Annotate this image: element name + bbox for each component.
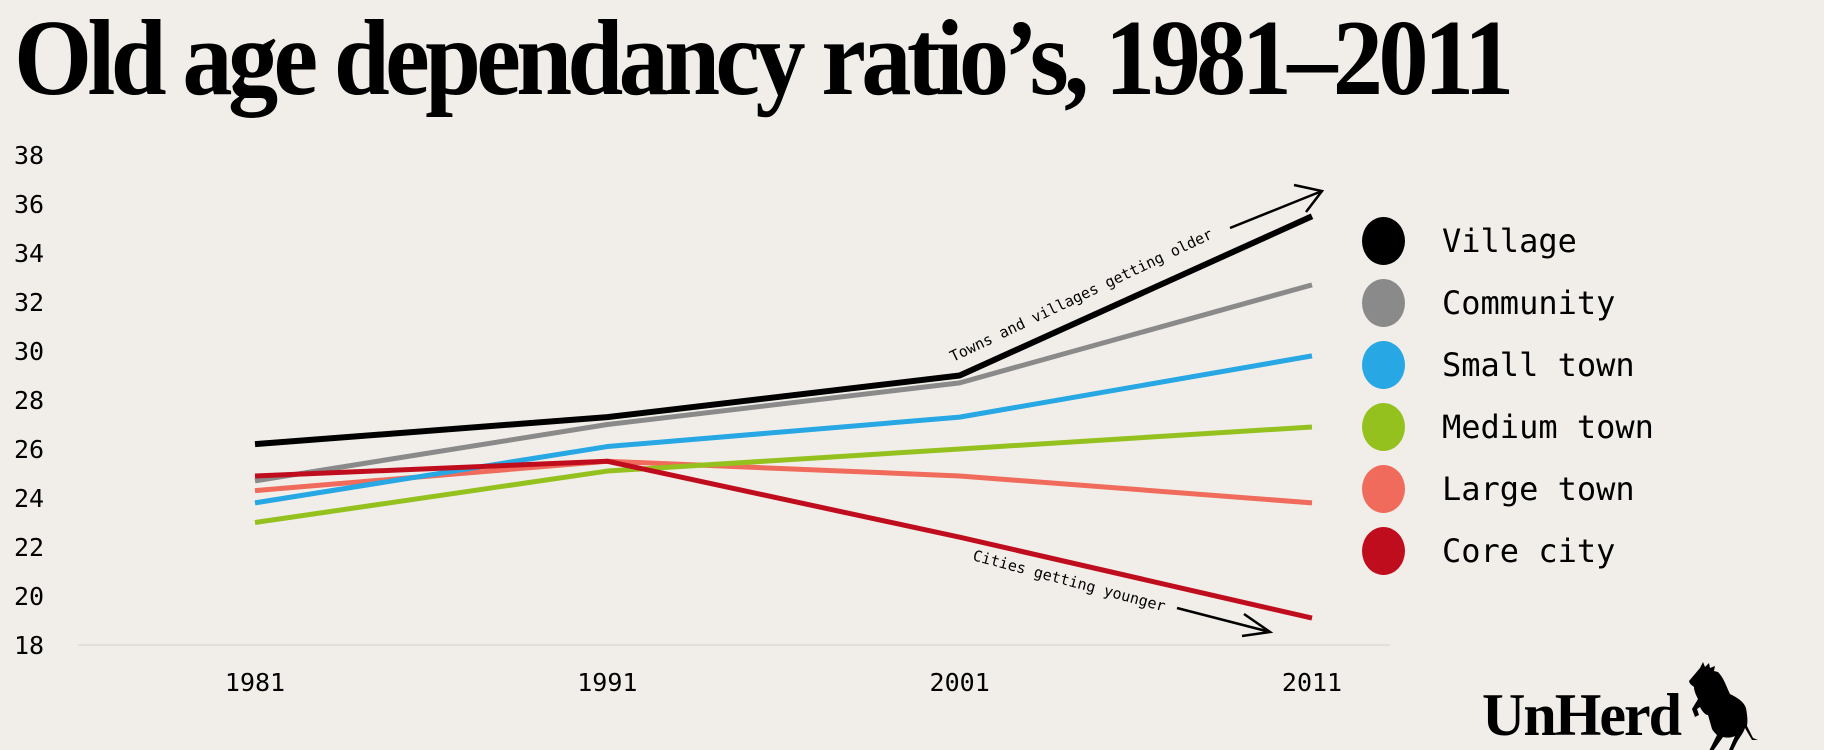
y-tick-label: 26	[14, 435, 44, 464]
logo-text: UnHerd	[1482, 682, 1682, 748]
y-tick-label: 18	[14, 631, 44, 660]
legend-dot-icon	[1362, 279, 1405, 327]
legend-dot-icon	[1362, 403, 1405, 451]
x-axis: 1981 1991 2001 2011	[225, 668, 1342, 697]
x-tick-label: 1991	[577, 668, 637, 697]
x-tick-label: 2001	[930, 668, 990, 697]
legend-label: Medium town	[1442, 408, 1654, 446]
series-line-medium-town	[254, 424, 1313, 525]
series-line-village	[254, 213, 1314, 448]
legend-item: Small town	[1362, 334, 1654, 396]
y-tick-label: 24	[14, 484, 44, 513]
y-axis: 38 36 34 32 30 28 26 24 22 20 18	[14, 141, 44, 660]
series-lines	[254, 213, 1314, 621]
legend-label: Small town	[1442, 346, 1635, 384]
series-line-core-city	[254, 458, 1313, 621]
legend-label: Large town	[1442, 470, 1635, 508]
legend-item: Medium town	[1362, 396, 1654, 458]
legend-dot-icon	[1362, 217, 1405, 265]
y-tick-label: 30	[14, 337, 44, 366]
legend-label: Community	[1442, 284, 1616, 322]
legend: Village Community Small town Medium town Lar…	[1362, 210, 1654, 582]
y-tick-label: 34	[14, 239, 44, 268]
legend-label: Core city	[1442, 532, 1616, 570]
y-tick-label: 36	[14, 190, 44, 219]
annotation-younger: Cities getting younger	[971, 546, 1168, 615]
arrow-younger-icon	[1176, 606, 1274, 638]
legend-item: Village	[1362, 210, 1654, 272]
x-tick-label: 1981	[225, 668, 285, 697]
legend-dot-icon	[1362, 527, 1405, 575]
y-tick-label: 32	[14, 288, 44, 317]
unherd-logo: UnHerd	[1482, 660, 1758, 750]
legend-dot-icon	[1362, 341, 1405, 389]
arrow-older-icon	[1229, 183, 1325, 230]
cow-icon	[1689, 662, 1758, 750]
legend-dot-icon	[1362, 465, 1405, 513]
legend-item: Community	[1362, 272, 1654, 334]
series-line-community	[254, 282, 1313, 484]
annotation-older: Towns and villages getting older	[947, 225, 1216, 366]
legend-item: Core city	[1362, 520, 1654, 582]
x-tick-label: 2011	[1282, 668, 1342, 697]
chart-title: Old age dependancy ratio’s, 1981–2011	[14, 0, 1514, 118]
y-tick-label: 28	[14, 386, 44, 415]
y-tick-label: 38	[14, 141, 44, 170]
legend-item: Large town	[1362, 458, 1654, 520]
legend-label: Village	[1442, 222, 1577, 260]
series-line-small-town	[254, 353, 1313, 506]
y-tick-label: 20	[14, 582, 44, 611]
y-tick-label: 22	[14, 533, 44, 562]
